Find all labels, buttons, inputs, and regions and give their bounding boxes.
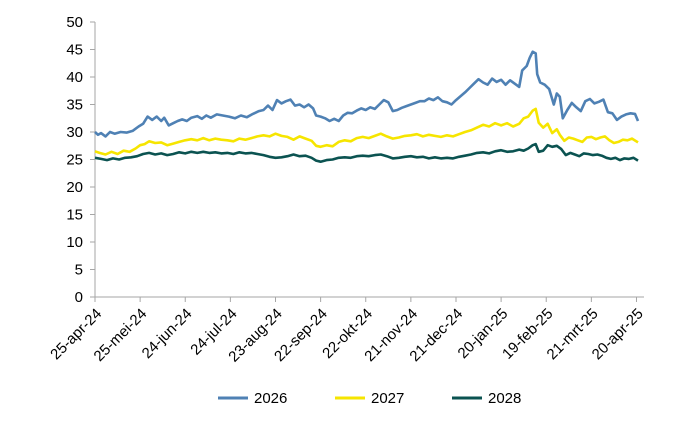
y-tick-label: 0 xyxy=(75,289,83,306)
y-tick-label: 15 xyxy=(66,207,83,224)
legend: 2026 2027 2028 xyxy=(218,390,521,407)
legend-label-2026: 2026 xyxy=(254,390,287,407)
x-axis: 25-apr-2425-mei-2424-jun-2424-jul-2423-a… xyxy=(47,296,647,366)
y-tick-label: 20 xyxy=(66,179,83,196)
x-tick-label: 24-jun-24 xyxy=(139,305,196,362)
y-tick-label: 45 xyxy=(66,42,83,59)
y-tick-label: 35 xyxy=(66,97,83,114)
y-tick-label: 50 xyxy=(66,14,83,31)
series-line-2026 xyxy=(94,50,640,138)
legend-label-2027: 2027 xyxy=(371,390,404,407)
legend-label-2028: 2028 xyxy=(488,390,521,407)
series-lines xyxy=(94,50,640,163)
y-tick-label: 30 xyxy=(66,124,83,141)
y-tick-label: 5 xyxy=(75,262,83,279)
y-tick-label: 40 xyxy=(66,69,83,86)
series-line-2027 xyxy=(94,107,639,156)
y-tick-label: 25 xyxy=(66,152,83,169)
y-tick-label: 10 xyxy=(66,234,83,251)
y-axis: 0 5 10 15 20 25 30 35 40 45 50 xyxy=(66,14,96,306)
series-line-2028 xyxy=(94,142,639,163)
